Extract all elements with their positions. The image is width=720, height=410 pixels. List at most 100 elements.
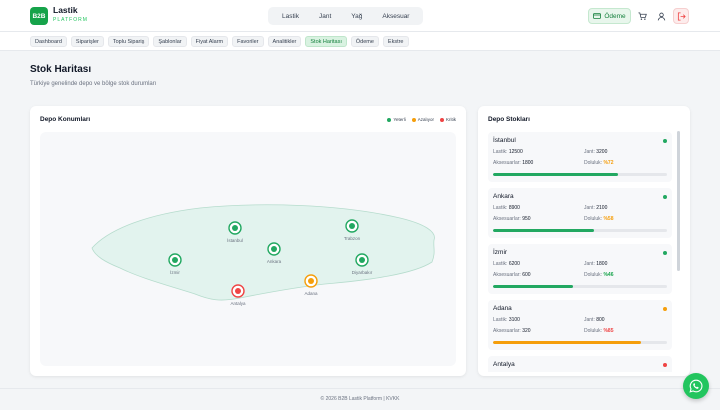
lastik-value: 12500 — [508, 149, 523, 155]
jant-row: Jant: 2100 — [584, 205, 607, 211]
user-button[interactable] — [653, 8, 669, 24]
status-dot-ok — [663, 251, 667, 255]
stock-item-antalya[interactable]: Antalya — [488, 356, 672, 372]
jant-row: Jant: 1800 — [584, 261, 607, 267]
doluluk-bar-fill — [493, 341, 641, 344]
lastik-label: Lastik: — [493, 149, 508, 155]
lastik-label: Lastik: — [493, 205, 508, 211]
subnav-item-fiyat-alarm[interactable]: Fiyat Alarm — [190, 36, 229, 47]
map-area[interactable]: İstanbul Trabzon Ankara İzmir Diyarbakır — [40, 132, 456, 366]
aksesuar-value: 950 — [522, 216, 531, 222]
doluluk-value: %72 — [603, 160, 614, 166]
main-nav-jant[interactable]: Jant — [318, 12, 332, 20]
subnav-item-toplu-siparis[interactable]: Toplu Sipariş — [107, 36, 150, 47]
subnav-item-ekstre[interactable]: Ekstre — [382, 36, 409, 47]
jant-label: Jant: — [584, 205, 595, 211]
doluluk-label: Doluluk: — [584, 216, 603, 222]
credit-card-icon — [593, 13, 602, 19]
user-icon — [657, 12, 665, 20]
doluluk-row: Doluluk: %46 — [584, 272, 613, 278]
cart-button[interactable] — [634, 8, 650, 24]
main-nav-aksesuar[interactable]: Aksesuar — [382, 12, 410, 20]
stock-item-name: Antalya — [493, 361, 515, 368]
jant-label: Jant: — [584, 317, 595, 323]
subnav-item-odeme[interactable]: Ödeme — [350, 36, 379, 47]
status-dot-crit — [663, 363, 667, 367]
stock-card-title: Depo Stokları — [488, 116, 530, 123]
page-subtitle: Türkiye genelinde depo ve bölge stok dur… — [30, 81, 157, 87]
aksesuar-value: 320 — [522, 328, 531, 334]
status-dot-ok — [663, 139, 667, 143]
jant-row: Jant: 3200 — [584, 149, 607, 155]
stock-item-istanbul[interactable]: İstanbul Lastik: 12500 Jant: 3200 Aksesu… — [488, 132, 672, 182]
odeme-button[interactable]: Ödeme — [588, 8, 631, 24]
marker-label: Ankara — [267, 259, 282, 264]
legend-item-yeterli: Yeterli — [387, 117, 406, 122]
marker-diyarbakir[interactable]: Diyarbakır — [352, 253, 373, 275]
subnav-item-sablonlar[interactable]: Şablonlar — [153, 36, 187, 47]
marker-trabzon[interactable]: Trabzon — [344, 219, 361, 241]
whatsapp-icon — [689, 379, 703, 393]
lastik-value: 3100 — [508, 317, 520, 323]
main-nav-yag[interactable]: Yağ — [351, 12, 363, 20]
cart-icon — [637, 11, 647, 20]
doluluk-bar-fill — [493, 229, 594, 232]
logo[interactable]: B2B — [30, 7, 48, 25]
lastik-value: 8900 — [508, 205, 520, 211]
jant-value: 800 — [596, 317, 605, 323]
doluluk-bar — [493, 173, 667, 176]
lastik-row: Lastik: 12500 — [493, 149, 523, 155]
subnav-item-dashboard[interactable]: Dashboard — [30, 36, 67, 47]
stock-item-izmir[interactable]: İzmir Lastik: 6200 Jant: 1800 Aksesuarla… — [488, 244, 672, 294]
top-header: B2B Lastik PLATFORM Lastik Jant Yağ Akse… — [0, 0, 720, 32]
marker-antalya[interactable]: Antalya — [230, 284, 246, 306]
marker-izmir[interactable]: İzmir — [168, 253, 182, 275]
main-nav-lastik[interactable]: Lastik — [282, 12, 299, 20]
odeme-button-label: Ödeme — [604, 12, 626, 20]
doluluk-label: Doluluk: — [584, 160, 603, 166]
aksesuar-row: Aksesuarlar: 600 — [493, 272, 531, 278]
jant-label: Jant: — [584, 149, 595, 155]
aksesuar-row: Aksesuarlar: 1800 — [493, 160, 533, 166]
subnav-item-stok-haritasi[interactable]: Stok Haritası — [305, 36, 347, 47]
map-card-title: Depo Konumları — [40, 116, 91, 123]
subnav-item-analitikler[interactable]: Analitikler — [267, 36, 302, 47]
subnav-item-siparisler[interactable]: Siparişler — [70, 36, 104, 47]
aksesuar-row: Aksesuarlar: 320 — [493, 328, 531, 334]
aksesuar-value: 1800 — [522, 160, 534, 166]
doluluk-row: Doluluk: %72 — [584, 160, 613, 166]
marker-ankara[interactable]: Ankara — [267, 242, 282, 264]
subnav-item-favoriler[interactable]: Favoriler — [232, 36, 264, 47]
doluluk-label: Doluluk: — [584, 328, 603, 334]
doluluk-bar — [493, 229, 667, 232]
lastik-row: Lastik: 6200 — [493, 261, 520, 267]
stock-item-name: Ankara — [493, 193, 514, 200]
warehouse-stock-card: Depo Stokları İstanbul Lastik: 12500 Jan… — [478, 106, 690, 376]
stock-item-ankara[interactable]: Ankara Lastik: 8900 Jant: 2100 Aksesuarl… — [488, 188, 672, 238]
stock-list[interactable]: İstanbul Lastik: 12500 Jant: 3200 Aksesu… — [488, 132, 684, 372]
logout-button[interactable] — [673, 8, 689, 24]
doluluk-bar — [493, 341, 667, 344]
stock-item-name: Adana — [493, 305, 512, 312]
aksesuar-row: Aksesuarlar: 950 — [493, 216, 531, 222]
legend-label: Kritik — [446, 117, 456, 122]
doluluk-value: %58 — [603, 216, 614, 222]
legend-label: Azalıyor — [417, 117, 434, 122]
brand-name[interactable]: Lastik — [53, 5, 78, 15]
page-title: Stok Haritası — [30, 64, 92, 75]
sub-nav-items: Dashboard Siparişler Toplu Sipariş Şablo… — [30, 36, 409, 47]
marker-label: Adana — [304, 291, 318, 296]
marker-adana[interactable]: Adana — [304, 274, 318, 296]
stock-item-name: İstanbul — [493, 137, 516, 144]
stock-list-scrollbar[interactable] — [677, 131, 680, 271]
marker-label: İzmir — [170, 269, 180, 275]
stock-item-adana[interactable]: Adana Lastik: 3100 Jant: 800 Aksesuarlar… — [488, 300, 672, 350]
doluluk-bar — [493, 285, 667, 288]
legend-item-kritik: Kritik — [440, 117, 456, 122]
whatsapp-button[interactable] — [683, 373, 709, 399]
lastik-label: Lastik: — [493, 261, 508, 267]
marker-istanbul[interactable]: İstanbul — [227, 221, 243, 243]
doluluk-bar-fill — [493, 285, 574, 288]
doluluk-row: Doluluk: %85 — [584, 328, 613, 334]
doluluk-label: Doluluk: — [584, 272, 603, 278]
